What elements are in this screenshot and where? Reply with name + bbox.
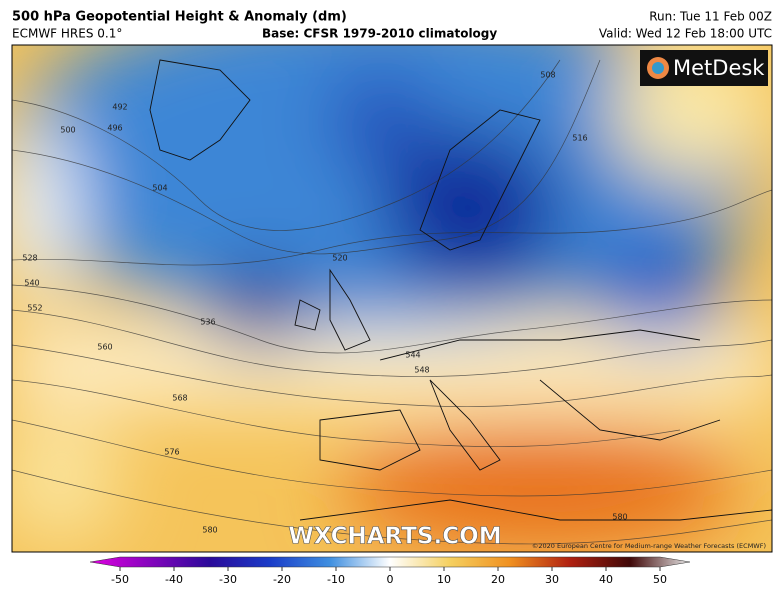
colorbar-tick-label: -40 bbox=[165, 573, 183, 586]
contour-label: 544 bbox=[405, 351, 420, 360]
contour-label: 576 bbox=[164, 448, 179, 457]
contour-label: 560 bbox=[97, 343, 112, 352]
contour-label: 528 bbox=[22, 254, 37, 263]
contour-label: 520 bbox=[332, 254, 347, 263]
contour-label: 580 bbox=[612, 513, 627, 522]
contour-labels: 492 496 500 504 508 516 520 528 540 552 536 560 544 5… bbox=[22, 71, 627, 535]
contour-label: 516 bbox=[572, 134, 587, 143]
contour-label: 548 bbox=[414, 366, 429, 375]
colorbar-tick-label: 10 bbox=[437, 573, 451, 586]
contour-label: 496 bbox=[107, 124, 122, 133]
header: 500 hPa Geopotential Height & Anomaly (d… bbox=[12, 10, 772, 41]
colorbar-tick-label: 50 bbox=[653, 573, 667, 586]
base: Base: CFSR 1979-2010 climatology bbox=[262, 27, 497, 41]
colorbar-tick-label: 0 bbox=[387, 573, 394, 586]
title: 500 hPa Geopotential Height & Anomaly (d… bbox=[12, 10, 347, 25]
contour-label: 504 bbox=[152, 184, 167, 193]
contour-label: 552 bbox=[27, 304, 42, 313]
model: ECMWF HRES 0.1° bbox=[12, 27, 122, 41]
contour-label: 568 bbox=[172, 394, 187, 403]
map: 492 496 500 504 508 516 520 528 540 552 536 560 544 5… bbox=[12, 45, 772, 552]
contour-label: 500 bbox=[60, 126, 75, 135]
watermark: WXCHARTS.COM bbox=[288, 524, 501, 550]
colorbar-tick-label: 40 bbox=[599, 573, 613, 586]
colorbar-tick-label: -10 bbox=[327, 573, 345, 586]
contour-label: 508 bbox=[540, 71, 555, 80]
contour-label: 492 bbox=[112, 103, 127, 112]
map-frame bbox=[11, 44, 773, 553]
colorbar-scale bbox=[89, 556, 691, 568]
coastlines bbox=[149, 59, 772, 521]
contour-label: 536 bbox=[200, 318, 215, 327]
colorbar-tick-label: 20 bbox=[491, 573, 505, 586]
colorbar-tick-label: -20 bbox=[273, 573, 291, 586]
contour-label: 580 bbox=[202, 526, 217, 535]
logo: MetDesk bbox=[673, 56, 765, 80]
valid: Valid: Wed 12 Feb 18:00 UTC bbox=[599, 27, 772, 41]
contours bbox=[12, 59, 772, 545]
run: Run: Tue 11 Feb 00Z bbox=[649, 10, 772, 24]
colorbar-tick-label: -50 bbox=[111, 573, 129, 586]
logo-icon-inner bbox=[652, 62, 664, 74]
colorbar-tick-label: 30 bbox=[545, 573, 559, 586]
colorbar: -50 -40 -30 -20 -10 0 10 20 30 40 50 bbox=[89, 556, 691, 586]
colorbar-tick-label: -30 bbox=[219, 573, 237, 586]
copyright: ©2020 European Centre for Medium-range W… bbox=[532, 542, 766, 550]
contour-label: 540 bbox=[24, 279, 39, 288]
